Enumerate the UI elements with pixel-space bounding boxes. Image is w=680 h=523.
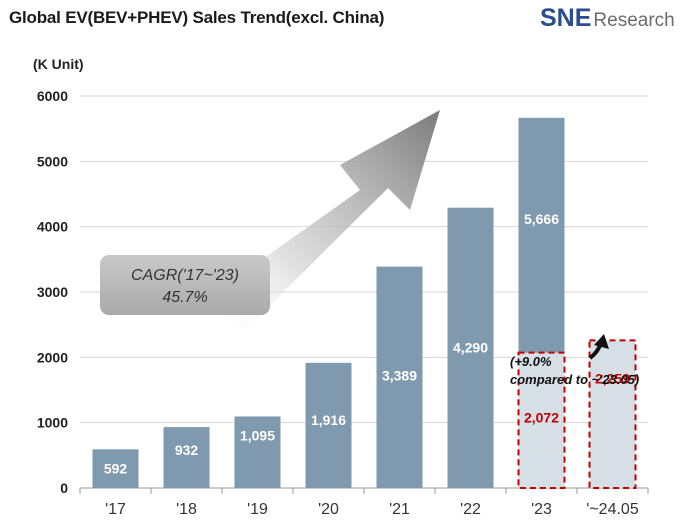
y-axis-unit-label: (K Unit) [33, 56, 84, 72]
x-tick-label: '23 [531, 501, 552, 518]
data-label: 1,095 [240, 427, 275, 443]
x-tick-label: '17 [105, 501, 126, 518]
bar [447, 207, 494, 488]
chart-title: Global EV(BEV+PHEV) Sales Trend(excl. Ch… [9, 8, 385, 27]
y-tick-label: 3000 [37, 284, 68, 300]
data-label: 592 [104, 461, 128, 477]
y-tick-label: 0 [60, 480, 68, 496]
y-tick-label: 1000 [37, 415, 68, 431]
data-label: 932 [175, 442, 199, 458]
highlight-data-label: 2,072 [524, 410, 559, 426]
cagr-box-background [100, 255, 270, 315]
x-tick-label: '22 [460, 501, 481, 518]
bar [376, 266, 423, 488]
curved-up-arrow-head-icon [594, 334, 609, 349]
bar [588, 339, 637, 489]
growth-label-line2: compared to ~'23.05) [510, 372, 639, 387]
cagr-label-line2: 45.7% [162, 289, 207, 306]
data-label: 2,259 [595, 370, 630, 386]
data-label: 1,916 [311, 412, 346, 428]
logo-mark: SNE [540, 4, 592, 32]
y-tick-label: 5000 [37, 153, 68, 169]
sne-research-logo: SNE Research [540, 4, 675, 34]
highlight-bar [517, 351, 566, 489]
bar [305, 362, 352, 488]
cagr-callout: CAGR('17~'23) 45.7% [100, 255, 270, 315]
labels-layer: '17 '18 '19 '20 '21 '22 '23 '~24.05 592 932 1,095 1… [104, 211, 639, 518]
data-label: 4,290 [453, 340, 488, 356]
bar [163, 427, 210, 488]
x-tick-label: '~24.05 [586, 501, 639, 518]
growth-annotation: (+9.0% compared to ~'23.05) [510, 334, 639, 387]
y-tick-label: 6000 [37, 88, 68, 104]
bar [234, 416, 281, 488]
bars-layer [92, 117, 637, 489]
cagr-label-line1: CAGR('17~'23) [131, 267, 239, 284]
logo-word: Research [593, 10, 675, 31]
data-label: 5,666 [524, 211, 559, 227]
x-tick-label: '19 [247, 501, 268, 518]
x-tick-label: '18 [176, 501, 197, 518]
data-label: 3,389 [382, 368, 417, 384]
bar [92, 449, 139, 488]
y-tick-label: 2000 [37, 349, 68, 365]
growth-label-line1: (+9.0% [510, 354, 552, 369]
x-tick-label: '20 [318, 501, 339, 518]
y-tick-label: 4000 [37, 219, 68, 235]
x-tick-label: '21 [389, 501, 410, 518]
